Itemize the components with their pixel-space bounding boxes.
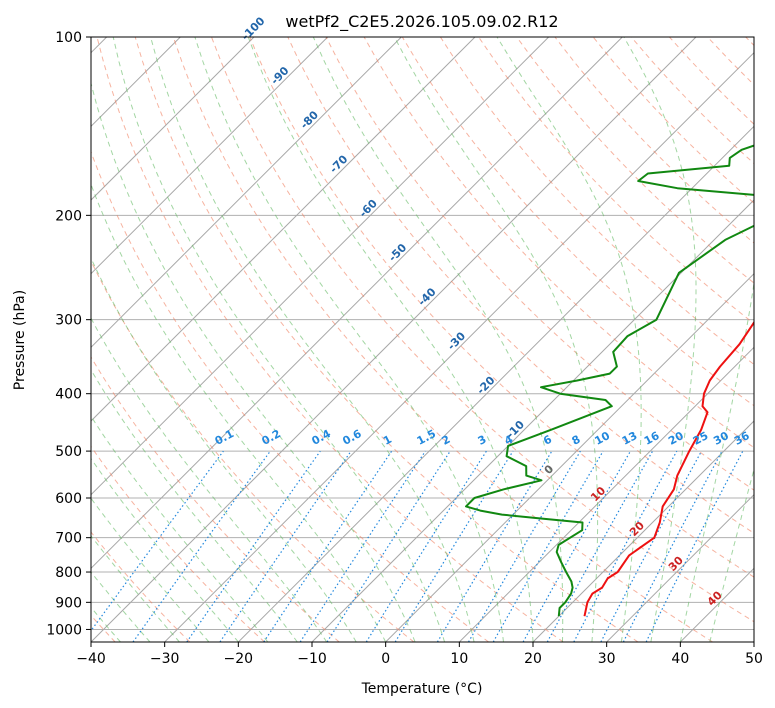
chart-title: wetPf2_C2E5.2026.105.09.02.R12 (285, 12, 558, 32)
mixing-ratio-line (546, 450, 654, 642)
isotherm-line (91, 37, 476, 422)
mixing-ratio-line (326, 450, 451, 642)
moist-adiabat-line (91, 256, 357, 642)
mixing-ratio-line (186, 450, 321, 642)
dry-adiabat-line (249, 37, 754, 578)
x-tick-label: −20 (224, 651, 254, 667)
sounding-lines (465, 144, 754, 617)
dry-adiabat-line (96, 37, 564, 642)
x-tick-label: 10 (450, 651, 468, 667)
isotherm-line (91, 37, 329, 275)
moist-adiabat-line (393, 37, 599, 642)
mixing-ratio-line (91, 450, 224, 632)
x-tick-label: −10 (297, 651, 327, 667)
moist-adiabat-line (91, 535, 180, 642)
x-tick-label: 50 (745, 651, 763, 667)
isotherm-line (91, 37, 697, 642)
y-tick-label: 500 (55, 444, 82, 460)
y-tick-label: 800 (55, 565, 82, 581)
mixing-ratio-line (219, 450, 352, 642)
mixing-ratio-label: 25 (691, 429, 711, 448)
y-tick-label: 200 (55, 208, 82, 224)
x-axis: −40 −30 −20 −10 0 10 20 30 40 50 (76, 642, 763, 667)
mixing-ratio-line (522, 450, 632, 642)
dry-adiabat-line (211, 37, 754, 623)
mixing-ratio-label: 20 (666, 429, 686, 448)
isotherm-line (91, 37, 550, 496)
moist-adiabat-line (496, 37, 642, 642)
y-tick-label: 1000 (46, 622, 82, 638)
isotherm-line (91, 37, 402, 349)
mixing-ratio-line (132, 450, 271, 642)
dewpoint-profile-line (465, 144, 754, 617)
mixing-ratio-label: 13 (620, 429, 640, 448)
isotherm-line (606, 493, 754, 642)
y-tick-label: 600 (55, 491, 82, 507)
moist-adiabat-line (91, 368, 298, 642)
y-tick-label: 900 (55, 595, 82, 611)
x-tick-label: 20 (524, 651, 542, 667)
moist-adiabat-line (247, 37, 534, 642)
background-lines (91, 37, 754, 642)
moist-adiabat-line (91, 182, 387, 642)
moist-adiabat-line (91, 457, 239, 642)
y-tick-label: 300 (55, 313, 82, 329)
moist-adiabat-line (312, 37, 564, 642)
dry-adiabat-line (91, 356, 340, 642)
isotherm-line (91, 37, 623, 570)
mixing-ratio-label: 30 (711, 429, 731, 448)
moist-adiabat-line (623, 37, 697, 642)
dry-adiabat-line (287, 37, 754, 534)
dry-adiabat-line (172, 37, 713, 642)
x-axis-title: Temperature (°C) (361, 681, 483, 697)
dry-adiabat-line (401, 37, 754, 407)
mixing-ratio-label: 16 (642, 429, 662, 448)
x-tick-label: 0 (381, 651, 390, 667)
temperature-profile-line (583, 320, 754, 617)
dry-adiabat-line (91, 531, 191, 642)
mixing-ratio-label: 36 (732, 429, 752, 448)
y-axis-title: Pressure (hPa) (12, 290, 28, 390)
x-tick-label: −40 (76, 651, 106, 667)
isotherm-line (164, 51, 754, 642)
mixing-ratio-line (645, 450, 744, 642)
dry-adiabat-line (91, 150, 489, 642)
y-tick-label: 400 (55, 387, 82, 403)
y-axis: 100 200 300 400 500 600 700 800 900 1000 (46, 30, 91, 638)
mixing-ratio-line (263, 450, 393, 642)
moist-adiabat-line (91, 81, 416, 642)
dry-adiabat-line (134, 37, 639, 642)
mixing-ratio-line (573, 450, 678, 642)
moist-adiabat-line (112, 37, 446, 642)
isotherm-line (385, 272, 754, 642)
moist-adiabat-line (91, 497, 210, 642)
moist-adiabat-line (91, 415, 269, 642)
x-tick-label: 30 (598, 651, 616, 667)
isotherm-line (91, 37, 255, 201)
plot-frame (90, 36, 755, 643)
y-tick-label: 700 (55, 531, 82, 547)
mixing-ratio-label: 10 (592, 429, 612, 448)
dry-adiabat-line (439, 37, 754, 366)
mixing-ratio-line (299, 450, 426, 642)
y-tick-label: 100 (55, 30, 82, 46)
x-tick-label: 40 (671, 651, 689, 667)
dry-adiabat-line (516, 37, 754, 284)
dry-adiabat-line (91, 445, 265, 642)
isotherm-line (237, 125, 754, 642)
x-tick-label: −30 (150, 651, 180, 667)
